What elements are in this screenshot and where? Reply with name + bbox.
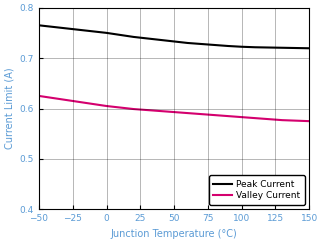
Peak Current <box>280 46 284 49</box>
Valley Current <box>159 110 163 113</box>
Valley Current <box>78 101 81 104</box>
Valley Current <box>172 111 176 113</box>
Valley Current <box>199 113 203 116</box>
Valley Current <box>51 96 54 99</box>
Peak Current <box>240 45 243 48</box>
Valley Current <box>280 119 284 122</box>
Peak Current <box>226 44 230 47</box>
Peak Current <box>118 34 122 36</box>
Peak Current <box>199 43 203 45</box>
Valley Current <box>186 112 190 114</box>
Peak Current <box>105 31 109 34</box>
Peak Current <box>307 47 311 50</box>
Legend: Peak Current, Valley Current: Peak Current, Valley Current <box>209 175 305 205</box>
Line: Peak Current: Peak Current <box>39 25 309 48</box>
Valley Current <box>307 120 311 123</box>
Valley Current <box>145 109 149 112</box>
Peak Current <box>145 37 149 40</box>
Peak Current <box>213 43 217 46</box>
Y-axis label: Current Limit (A): Current Limit (A) <box>4 68 14 149</box>
Valley Current <box>253 117 257 120</box>
Valley Current <box>294 119 298 122</box>
Valley Current <box>64 98 68 101</box>
Line: Valley Current: Valley Current <box>39 96 309 121</box>
Peak Current <box>64 27 68 30</box>
Valley Current <box>132 108 136 111</box>
Peak Current <box>294 47 298 50</box>
Valley Current <box>267 118 270 121</box>
Peak Current <box>267 46 270 49</box>
Peak Current <box>186 42 190 44</box>
Valley Current <box>118 106 122 109</box>
Valley Current <box>91 103 95 105</box>
Valley Current <box>213 114 217 117</box>
Peak Current <box>253 46 257 49</box>
Peak Current <box>91 30 95 33</box>
X-axis label: Junction Temperature (°C): Junction Temperature (°C) <box>111 229 237 239</box>
Valley Current <box>37 95 41 97</box>
Peak Current <box>172 40 176 43</box>
Peak Current <box>159 38 163 41</box>
Valley Current <box>240 116 243 119</box>
Peak Current <box>37 24 41 27</box>
Valley Current <box>105 104 109 107</box>
Peak Current <box>51 25 54 28</box>
Peak Current <box>132 35 136 38</box>
Peak Current <box>78 28 81 31</box>
Valley Current <box>226 115 230 118</box>
